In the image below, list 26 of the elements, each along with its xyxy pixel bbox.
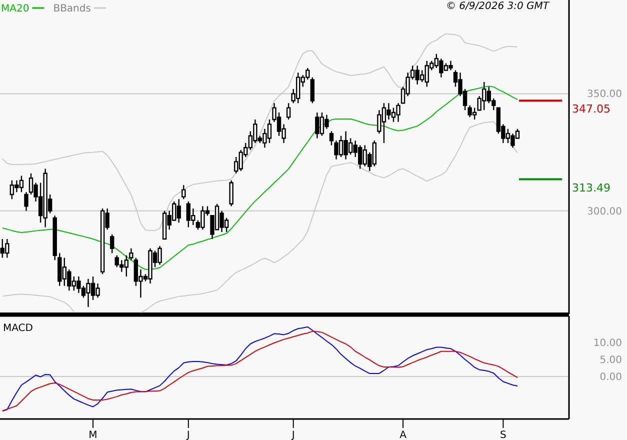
annotation: © 6/9/2026 3:0 GMT: [446, 1, 550, 12]
legend-label: MA20: [1, 4, 30, 14]
ref-line-label: 313.49: [572, 181, 610, 194]
ref-line-label: 347.05: [572, 102, 610, 116]
x-tick-label: M: [88, 430, 98, 440]
candlestick: [310, 76, 314, 104]
y-tick-label: 350.00: [587, 89, 622, 100]
text: MACD: [3, 323, 34, 334]
x-tick-label: J: [290, 430, 295, 440]
y-tick-label: 5.00: [600, 355, 622, 366]
x-tick-label: J: [186, 430, 190, 440]
y-tick-label: 300.00: [587, 206, 622, 218]
y-tick-label: 10.00: [593, 338, 622, 350]
legend-label: BBands: [53, 4, 91, 14]
candlestick: [329, 130, 334, 146]
y-tick-label: 0.00: [600, 372, 622, 384]
candlestick: [129, 248, 134, 261]
candlestick: [52, 214, 57, 261]
candlestick: [286, 102, 291, 120]
line-series: [2, 86, 518, 270]
candlestick: [182, 184, 186, 200]
candlestick: [229, 180, 234, 207]
x-tick-label: A: [400, 430, 407, 440]
candlestick: [110, 234, 114, 254]
x-tick-label: S: [500, 430, 506, 440]
candlestick: [24, 192, 28, 212]
